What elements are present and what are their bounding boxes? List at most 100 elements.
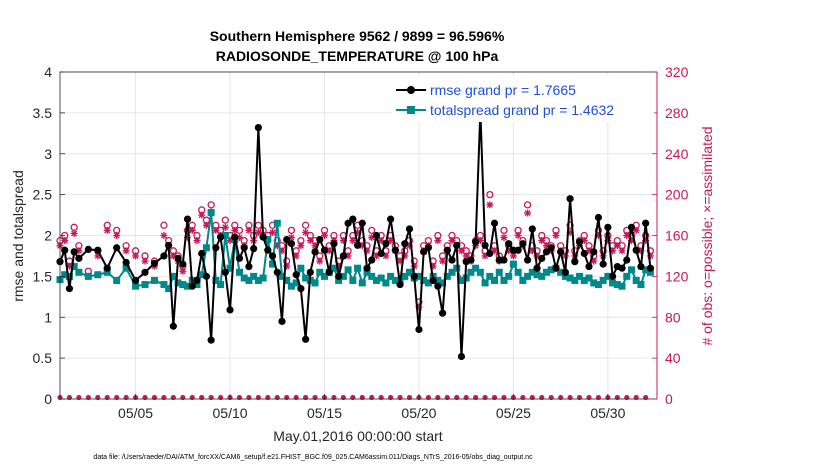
obs-possible-marker-57 xyxy=(368,226,376,235)
rmse-point-32 xyxy=(250,244,258,253)
star-stroke-d2 xyxy=(189,227,196,234)
left-tick-label-1: 0.5 xyxy=(33,350,53,366)
star-stroke-d2 xyxy=(633,227,640,234)
totalspread-point-14 xyxy=(165,285,173,293)
totalspread-point-51 xyxy=(339,272,347,280)
totalspread-point-38 xyxy=(278,272,286,280)
rmse-point-99 xyxy=(566,195,574,203)
footer-data-file: data file: /Users/raeder/DAI/ATM_forcXX/… xyxy=(93,454,533,461)
totalspread-point-100 xyxy=(571,276,579,284)
left-tick-label-3: 1.5 xyxy=(33,268,53,284)
totalspread-point-115 xyxy=(642,266,650,274)
star-stroke-d2 xyxy=(316,257,323,265)
rmse-point-95 xyxy=(547,244,555,252)
totalspread-point-80 xyxy=(476,268,484,276)
star-stroke-d2 xyxy=(397,257,404,265)
totalspread-point-105 xyxy=(594,281,602,289)
totalspread-point-86 xyxy=(505,272,513,280)
rmse-point-52 xyxy=(344,219,352,227)
totalspread-point-5 xyxy=(84,272,92,280)
chart-title: Southern Hemisphere 9562 / 9899 = 96.596… xyxy=(210,28,505,44)
star-stroke-d2 xyxy=(382,252,389,259)
obs-assimilated-marker-8 xyxy=(113,232,121,239)
totalspread-point-11 xyxy=(141,281,149,289)
obs-assimilated-marker-9 xyxy=(122,247,130,255)
rmse-point-116 xyxy=(646,264,654,272)
totalspread-point-54 xyxy=(354,264,362,272)
totalspread-point-1 xyxy=(61,271,69,279)
right-tick-label-2: 80 xyxy=(665,309,681,325)
rmse-point-49 xyxy=(330,240,338,248)
legend-spread-label: totalspread grand pr = 1.4632 xyxy=(430,102,614,118)
x-tick-label-4: 05/25 xyxy=(496,405,531,421)
rmse-point-98 xyxy=(561,268,569,276)
totalspread-point-88 xyxy=(514,268,522,276)
obs-assimilated-marker-43 xyxy=(302,228,310,236)
obs-assimilated-marker-31 xyxy=(245,226,253,234)
rmse-point-73 xyxy=(443,246,451,254)
totalspread-point-95 xyxy=(547,266,555,274)
right-axis-ticks: 0 40 80 120 160 200 240 280 320 xyxy=(652,64,689,407)
rmse-point-21 xyxy=(198,249,206,258)
rmse-point-69 xyxy=(424,244,433,252)
totalspread-point-91 xyxy=(528,268,536,276)
x-axis-label: May.01,2016 00:00:00 start xyxy=(273,428,443,444)
rmse-point-76 xyxy=(457,352,466,361)
totalspread-point-18 xyxy=(184,282,192,290)
x-tick-label-5: 05/30 xyxy=(590,405,625,421)
obs-assimilated-marker-10 xyxy=(132,252,140,260)
rmse-point-31 xyxy=(245,262,253,271)
chart-subtitle: RADIOSONDE_TEMPERATURE @ 100 hPa xyxy=(216,48,499,64)
totalspread-point-67 xyxy=(415,272,423,280)
rmse-point-90 xyxy=(523,256,532,264)
rmse-point-89 xyxy=(519,240,527,248)
left-tick-label-7: 3.5 xyxy=(33,105,53,121)
star-stroke-d2 xyxy=(104,227,111,234)
legend-box xyxy=(392,76,654,122)
totalspread-point-111 xyxy=(623,272,631,280)
rmse-point-94 xyxy=(542,248,551,256)
rmse-point-42 xyxy=(297,285,305,293)
totalspread-point-47 xyxy=(320,272,328,280)
totalspread-point-82 xyxy=(486,272,494,280)
totalspread-point-64 xyxy=(401,272,409,280)
totalspread-point-114 xyxy=(637,281,645,289)
rmse-point-81 xyxy=(481,241,489,249)
totalspread-point-8 xyxy=(113,276,121,284)
left-tick-label-2: 1 xyxy=(44,309,52,325)
obs-assimilated-marker-53 xyxy=(349,237,357,245)
rmse-point-102 xyxy=(580,249,588,258)
obs-assimilated-marker-109 xyxy=(613,242,621,250)
obs-possible-marker-26 xyxy=(221,216,229,224)
totalspread-point-68 xyxy=(420,276,428,284)
left-tick-label-4: 2 xyxy=(44,228,52,244)
right-tick-label-6: 240 xyxy=(665,146,689,162)
rmse-point-37 xyxy=(273,268,281,276)
obs-assimilated-marker-110 xyxy=(618,247,626,255)
right-tick-label-7: 280 xyxy=(665,105,689,121)
totalspread-point-85 xyxy=(500,276,508,284)
totalspread-point-23 xyxy=(207,209,215,217)
rmse-point-106 xyxy=(599,260,607,268)
obs-assimilated-marker-93 xyxy=(538,237,546,245)
rmse-point-19 xyxy=(188,282,196,290)
rmse-point-86 xyxy=(505,240,513,248)
star-stroke-d2 xyxy=(113,232,120,239)
obs-assimilated-marker-24 xyxy=(212,226,220,234)
star-stroke-d2 xyxy=(302,229,309,236)
rmse-point-35 xyxy=(264,246,272,254)
totalspread-point-31 xyxy=(245,276,253,284)
totalspread-point-32 xyxy=(250,272,258,280)
star-stroke-d2 xyxy=(203,222,210,229)
totalspread-point-53 xyxy=(349,276,357,284)
rmse-point-1 xyxy=(61,246,69,254)
star-stroke-d2 xyxy=(311,242,319,249)
x-axis-ticks: 05/05 05/10 05/15 05/20 05/25 05/30 xyxy=(118,394,626,421)
totalspread-point-25 xyxy=(217,281,225,289)
rmse-point-6 xyxy=(94,246,102,254)
rmse-point-38 xyxy=(278,317,286,325)
obs-assimilated-marker-36 xyxy=(269,228,277,236)
totalspread-point-71 xyxy=(434,276,442,284)
totalspread-point-90 xyxy=(524,272,532,280)
legend-spread-marker xyxy=(407,106,415,114)
